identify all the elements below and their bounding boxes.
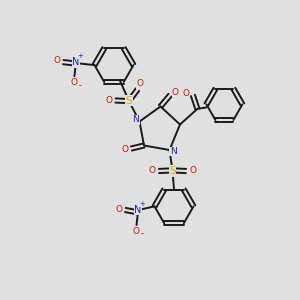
Text: +: + [140, 201, 146, 207]
Text: O: O [132, 227, 140, 236]
Text: N: N [133, 116, 139, 124]
Text: S: S [126, 95, 132, 106]
Text: O: O [137, 79, 144, 88]
Text: O: O [105, 96, 112, 105]
Text: -: - [78, 81, 81, 90]
Text: O: O [70, 78, 77, 87]
Text: O: O [149, 167, 156, 176]
Text: O: O [53, 56, 60, 65]
Text: O: O [189, 167, 196, 176]
Text: N: N [72, 57, 80, 67]
Text: O: O [121, 146, 128, 154]
Text: S: S [169, 166, 176, 176]
Text: +: + [77, 53, 83, 59]
Text: O: O [183, 89, 190, 98]
Text: N: N [170, 147, 176, 156]
Text: -: - [140, 230, 143, 238]
Text: N: N [134, 205, 142, 215]
Text: O: O [115, 205, 122, 214]
Text: O: O [172, 88, 179, 97]
